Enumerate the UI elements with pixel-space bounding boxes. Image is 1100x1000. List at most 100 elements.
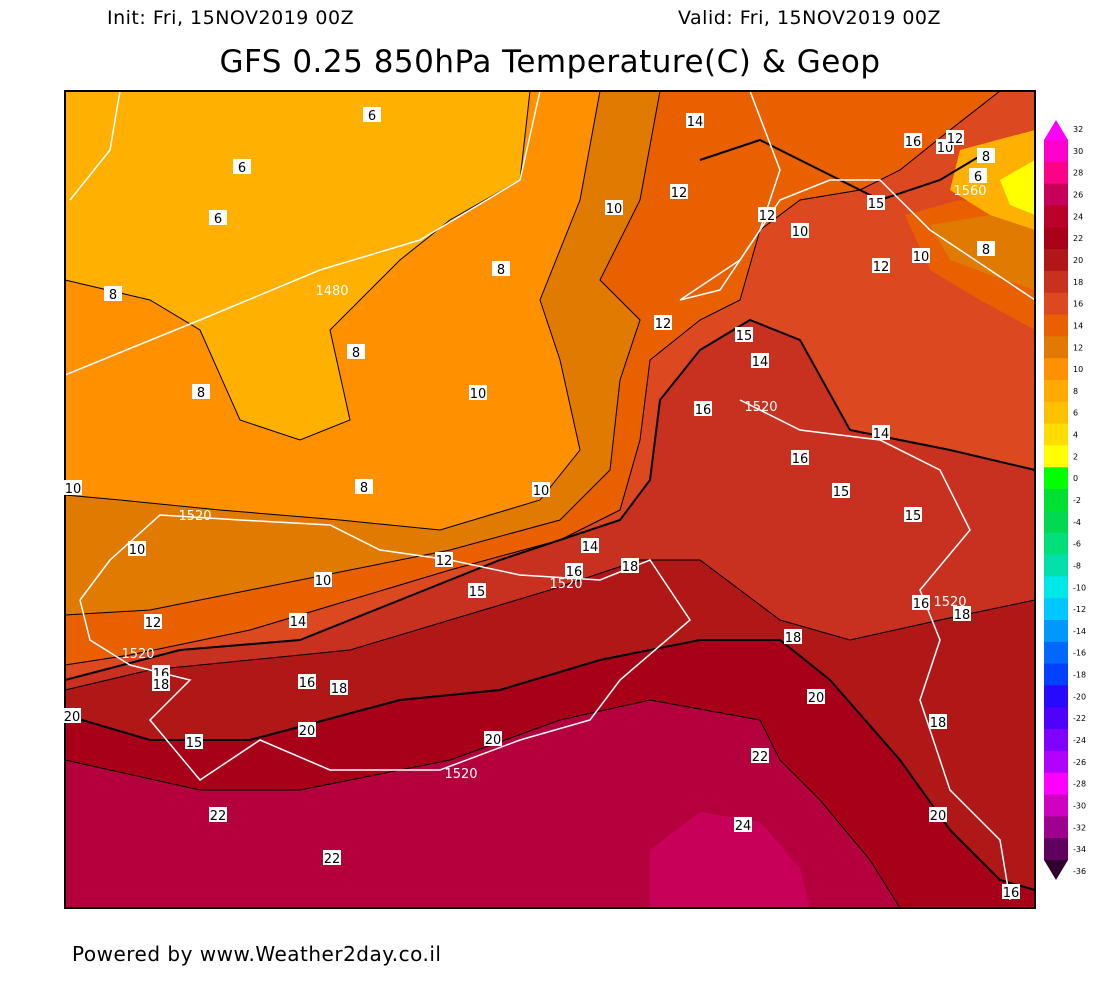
label-box	[363, 107, 381, 122]
temperature-label: 10	[791, 223, 809, 240]
contour-label-text: 10	[792, 225, 809, 240]
temperature-label: 18	[330, 680, 348, 697]
contour-label-text: 22	[752, 750, 769, 765]
colorbar-swatch	[1044, 685, 1068, 708]
geopotential-label: 1520	[178, 509, 211, 524]
temperature-label: 6	[363, 107, 381, 124]
geopotential-lines	[65, 91, 1035, 901]
colorbar-swatch	[1044, 270, 1068, 294]
colorbar-label: -28	[1073, 780, 1086, 789]
temperature-label: 8	[355, 479, 373, 496]
contour-label-text: 10	[65, 482, 82, 497]
colorbar-label: 0	[1073, 474, 1078, 483]
contour-label-text: 18	[785, 631, 802, 646]
temperature-label: 15	[904, 507, 922, 524]
temperature-label: 16	[298, 674, 316, 691]
contour-label-text: 6	[974, 170, 982, 185]
colorbar-label: -26	[1073, 758, 1086, 767]
label-box	[694, 401, 712, 416]
label-box	[192, 384, 210, 399]
colorbar-swatch	[1044, 576, 1068, 599]
label-box	[605, 200, 623, 215]
colorbar-label: 20	[1073, 256, 1083, 265]
temperature-label: 20	[929, 807, 947, 824]
contour-label-text: 1520	[121, 647, 154, 662]
colorbar-swatch	[1044, 663, 1068, 686]
contour-label-text: 1520	[444, 767, 477, 782]
colorbar-label: 10	[1073, 365, 1083, 374]
temperature-label: 12	[670, 184, 688, 201]
label-box	[654, 315, 672, 330]
label-box	[977, 148, 995, 163]
colorbar-bottom-arrow	[1044, 860, 1068, 880]
colorbar-label: -34	[1073, 845, 1086, 854]
contour-label-text: 1520	[549, 577, 582, 592]
temperature-label: 6	[969, 168, 987, 185]
label-box	[128, 541, 146, 556]
contour-label-text: 8	[982, 150, 990, 165]
contour-label-text: 18	[153, 678, 170, 693]
label-box	[758, 207, 776, 222]
temperature-label: 14	[289, 613, 307, 630]
label-box	[807, 689, 825, 704]
colorbar-swatch	[1044, 140, 1068, 163]
colorbar-label: -8	[1073, 561, 1081, 570]
temperature-label: 12	[872, 258, 890, 275]
temperature-label: 8	[192, 384, 210, 401]
colorbar-label: 22	[1073, 234, 1083, 243]
colorbar-swatch	[1044, 445, 1068, 468]
contour-label-text: 24	[735, 819, 752, 834]
temperature-label: 14	[581, 538, 599, 555]
contour-label-text: 20	[485, 733, 502, 748]
contour-label-text: 15	[833, 485, 850, 500]
temperature-label: 20	[63, 708, 81, 725]
temperature-label: 18	[953, 606, 971, 623]
geopotential-label: 1480	[315, 284, 348, 299]
label-box	[289, 613, 307, 628]
colorbar-swatch	[1044, 510, 1068, 534]
temperature-label: 10	[314, 572, 332, 589]
temperature-label: 18	[621, 558, 639, 575]
contour-label-text: 16	[566, 565, 583, 580]
contour-label-text: 12	[759, 209, 776, 224]
colorbar-label: -14	[1073, 627, 1086, 636]
temperature-label: 12	[946, 130, 964, 147]
label-box	[1002, 884, 1020, 899]
contour-label-text: 8	[982, 243, 990, 258]
colorbar-label: -32	[1073, 823, 1086, 832]
colorbar-swatch	[1044, 554, 1068, 577]
colorbar-label: 6	[1073, 409, 1078, 418]
colorbar-label: -24	[1073, 736, 1086, 745]
contour-label-text: 22	[210, 809, 227, 824]
colorbar-swatch	[1044, 467, 1068, 490]
temperature-label: 15	[867, 195, 885, 212]
temperature-label: 16	[904, 133, 922, 150]
label-box	[209, 210, 227, 225]
colorbar-swatch	[1044, 707, 1068, 730]
label-box	[209, 807, 227, 822]
contour-label-text: 10	[533, 484, 550, 499]
contour-label-text: 16	[1003, 886, 1020, 901]
temperature-label: 15	[185, 734, 203, 751]
geopotential-label: 1520	[444, 767, 477, 782]
colorbar-label: 4	[1073, 431, 1078, 440]
contour-label-text: 14	[873, 427, 890, 442]
geopotential-label: 1520	[121, 647, 154, 662]
contour-label-text: 12	[947, 132, 964, 147]
contour-label-text: 14	[582, 540, 599, 555]
geopotential-label: 1560	[953, 184, 986, 199]
label-box	[872, 258, 890, 273]
colorbar-swatch	[1044, 816, 1068, 839]
colorbar-legend: 32302826242220181614121086420-2-4-6-8-10…	[1044, 120, 1086, 880]
colorbar-swatch	[1044, 794, 1068, 817]
colorbar-label: 18	[1073, 278, 1083, 287]
temperature-label: 14	[686, 113, 704, 130]
contour-label-text: 6	[214, 212, 222, 227]
label-box	[233, 159, 251, 174]
contour-label-text: 16	[913, 597, 930, 612]
temperature-label: 12	[144, 614, 162, 631]
temperature-label: 10	[469, 385, 487, 402]
label-box	[347, 344, 365, 359]
colorbar-label: 2	[1073, 452, 1078, 461]
